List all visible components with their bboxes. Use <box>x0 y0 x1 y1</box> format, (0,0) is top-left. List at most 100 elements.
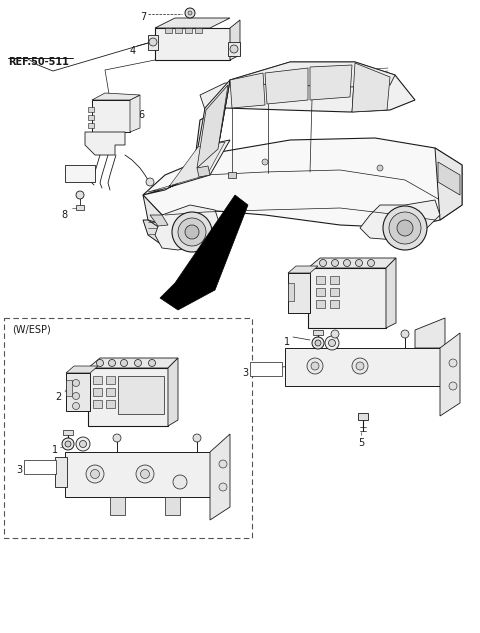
Text: (W/ESP): (W/ESP) <box>12 325 51 335</box>
Polygon shape <box>230 73 265 108</box>
Bar <box>24 460 56 474</box>
Polygon shape <box>143 140 230 195</box>
Polygon shape <box>193 80 230 175</box>
Bar <box>316 276 325 284</box>
Bar <box>228 42 240 56</box>
Bar <box>175 28 182 33</box>
Circle shape <box>80 441 86 448</box>
Circle shape <box>312 337 324 349</box>
Circle shape <box>76 191 84 199</box>
Polygon shape <box>435 148 462 220</box>
Circle shape <box>193 434 201 442</box>
Polygon shape <box>92 93 140 100</box>
Polygon shape <box>308 258 396 268</box>
Polygon shape <box>150 215 168 226</box>
Bar <box>288 273 310 313</box>
Bar <box>308 268 386 328</box>
Circle shape <box>219 460 227 468</box>
Bar <box>88 368 168 426</box>
Circle shape <box>120 360 128 367</box>
Polygon shape <box>415 318 445 348</box>
Circle shape <box>307 358 323 374</box>
Polygon shape <box>386 258 396 328</box>
Polygon shape <box>88 358 178 368</box>
Text: 5: 5 <box>358 438 364 448</box>
Circle shape <box>401 330 409 338</box>
Bar <box>76 205 84 210</box>
Polygon shape <box>438 162 460 195</box>
Circle shape <box>262 159 268 165</box>
Circle shape <box>389 212 421 244</box>
Circle shape <box>86 465 104 483</box>
Bar <box>185 28 192 33</box>
Bar <box>316 288 325 296</box>
Polygon shape <box>66 366 98 373</box>
Bar <box>92 100 130 132</box>
Circle shape <box>352 358 368 374</box>
Circle shape <box>356 260 362 266</box>
Polygon shape <box>193 62 415 175</box>
Polygon shape <box>440 333 460 416</box>
Bar <box>63 430 73 435</box>
Circle shape <box>331 330 339 338</box>
Circle shape <box>72 392 80 399</box>
Polygon shape <box>148 142 225 192</box>
Text: 2: 2 <box>289 300 295 310</box>
Bar <box>316 300 325 308</box>
Circle shape <box>172 212 212 252</box>
Bar <box>330 288 339 296</box>
Bar <box>66 373 90 411</box>
Circle shape <box>72 380 80 387</box>
Circle shape <box>141 470 149 479</box>
Circle shape <box>315 340 321 346</box>
Bar <box>66 380 72 396</box>
Text: 1: 1 <box>284 337 290 347</box>
Bar <box>88 115 94 120</box>
Polygon shape <box>143 138 462 228</box>
Circle shape <box>146 178 154 186</box>
Text: 1: 1 <box>52 445 58 455</box>
Text: REF.50-511: REF.50-511 <box>8 57 69 67</box>
Bar <box>88 123 94 128</box>
Circle shape <box>134 360 142 367</box>
Circle shape <box>76 437 90 451</box>
Bar <box>250 362 282 376</box>
Polygon shape <box>360 200 440 240</box>
Circle shape <box>219 483 227 491</box>
Text: 8: 8 <box>62 210 68 220</box>
Bar <box>228 172 236 178</box>
Polygon shape <box>130 95 140 132</box>
Circle shape <box>62 438 74 450</box>
Circle shape <box>449 359 457 367</box>
Polygon shape <box>197 85 228 168</box>
Circle shape <box>328 339 336 346</box>
Circle shape <box>368 260 374 266</box>
Polygon shape <box>85 132 125 155</box>
Circle shape <box>72 403 80 410</box>
Polygon shape <box>143 220 168 245</box>
Bar <box>288 283 294 301</box>
Polygon shape <box>310 65 352 100</box>
Circle shape <box>148 360 156 367</box>
Polygon shape <box>155 18 230 28</box>
Bar <box>330 276 339 284</box>
Polygon shape <box>160 195 248 310</box>
Polygon shape <box>265 68 308 104</box>
Circle shape <box>397 220 413 236</box>
Text: 6: 6 <box>138 110 144 120</box>
Circle shape <box>377 165 383 171</box>
Bar <box>4 318 252 538</box>
Circle shape <box>136 465 154 483</box>
Circle shape <box>356 362 364 370</box>
Circle shape <box>320 260 326 266</box>
Bar <box>106 376 115 384</box>
Bar <box>195 28 202 33</box>
Polygon shape <box>197 166 210 177</box>
Circle shape <box>332 260 338 266</box>
Bar <box>93 388 102 396</box>
Bar <box>313 330 323 335</box>
Bar <box>88 107 94 112</box>
Polygon shape <box>65 452 225 497</box>
Bar <box>93 376 102 384</box>
Circle shape <box>311 362 319 370</box>
